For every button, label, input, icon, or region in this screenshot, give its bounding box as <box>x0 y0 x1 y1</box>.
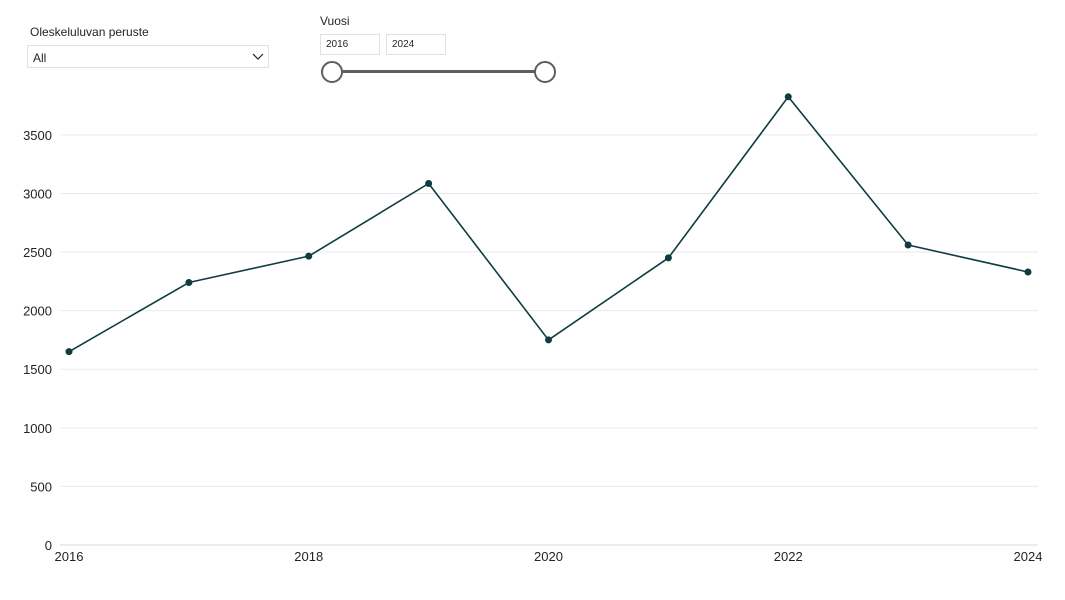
y-tick-label: 1500 <box>23 362 52 377</box>
year-slicer-label: Vuosi <box>320 14 350 28</box>
x-tick-label: 2022 <box>774 549 803 564</box>
year-slider-end-handle[interactable] <box>534 61 556 83</box>
data-point <box>904 241 912 249</box>
data-point <box>65 348 73 356</box>
basis-slicer-label: Oleskeluluvan peruste <box>30 25 149 39</box>
basis-dropdown-value: All <box>33 51 47 65</box>
year-slider-track[interactable] <box>332 70 545 73</box>
data-point <box>784 93 792 101</box>
data-point <box>425 180 433 188</box>
y-tick-label: 2000 <box>23 304 52 319</box>
data-point <box>664 254 672 262</box>
y-tick-label: 500 <box>30 479 52 494</box>
x-tick-label: 2016 <box>55 549 84 564</box>
y-tick-label: 3500 <box>23 128 52 143</box>
basis-dropdown[interactable]: All <box>27 45 269 68</box>
data-point <box>545 336 552 344</box>
year-from-input[interactable]: 2016 <box>320 34 380 55</box>
y-tick-label: 3000 <box>23 186 52 201</box>
year-slider-start-handle[interactable] <box>321 61 343 83</box>
x-tick-label: 2024 <box>1014 549 1043 564</box>
data-point <box>185 279 193 287</box>
y-tick-label: 0 <box>45 538 52 553</box>
data-point <box>1024 268 1032 276</box>
x-tick-label: 2018 <box>294 549 323 564</box>
year-to-input[interactable]: 2024 <box>386 34 446 55</box>
data-point <box>305 252 313 260</box>
y-tick-label: 1000 <box>23 421 52 436</box>
x-tick-label: 2020 <box>534 549 563 564</box>
chevron-down-icon <box>252 53 264 60</box>
y-tick-label: 2500 <box>23 245 52 260</box>
